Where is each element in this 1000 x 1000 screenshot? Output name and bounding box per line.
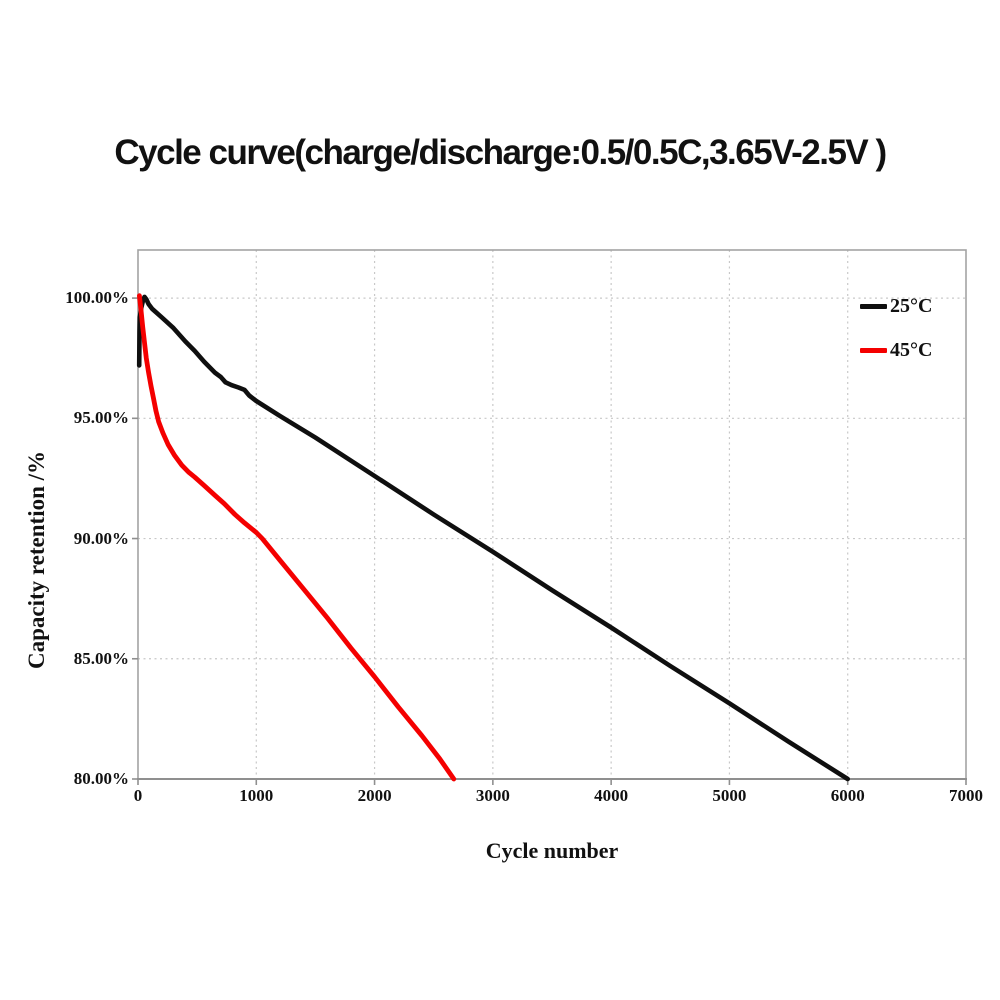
x-tick-label: 1000 bbox=[239, 786, 274, 805]
y-axis-tick-labels: 100.00% 95.00% 90.00% 85.00% 80.00% bbox=[0, 0, 129, 1000]
y-tick-label: 80.00% bbox=[73, 769, 129, 788]
legend-label-45c: 45°C bbox=[890, 339, 933, 361]
x-axis-title: Cycle number bbox=[485, 838, 619, 863]
legend-item-45c: 45°C bbox=[860, 339, 932, 361]
legend-swatch-25c bbox=[860, 303, 887, 309]
y-tick-label: 85.00% bbox=[73, 648, 129, 668]
legend-swatch-45c bbox=[860, 347, 887, 353]
legend-label-25c: 25°C bbox=[890, 295, 933, 317]
x-tick-label: 0 bbox=[133, 786, 143, 805]
legend-item-25c: 25°C bbox=[860, 295, 932, 317]
y-tick-label: 100.00% bbox=[65, 288, 129, 308]
y-axis-title: Capacity retention /% bbox=[24, 450, 49, 670]
legend: 25°C 45°C bbox=[860, 295, 932, 361]
gridlines bbox=[138, 250, 966, 779]
curve-25c bbox=[136, 294, 851, 782]
chart-title: Cycle curve(charge/discharge:0.5/0.5C,3.… bbox=[114, 133, 887, 172]
curve-45c bbox=[136, 293, 457, 782]
x-tick-label: 4000 bbox=[594, 786, 629, 805]
data-curves bbox=[136, 293, 851, 782]
x-tick-label: 3000 bbox=[475, 786, 510, 805]
y-tick-label: 90.00% bbox=[73, 528, 129, 548]
plot-border bbox=[137, 249, 967, 780]
x-tick-label: 7000 bbox=[949, 786, 983, 805]
x-tick-label: 2000 bbox=[357, 786, 392, 805]
x-tick-label: 6000 bbox=[830, 786, 865, 805]
y-tick-label: 95.00% bbox=[73, 408, 129, 428]
x-tick-label: 5000 bbox=[712, 786, 747, 805]
